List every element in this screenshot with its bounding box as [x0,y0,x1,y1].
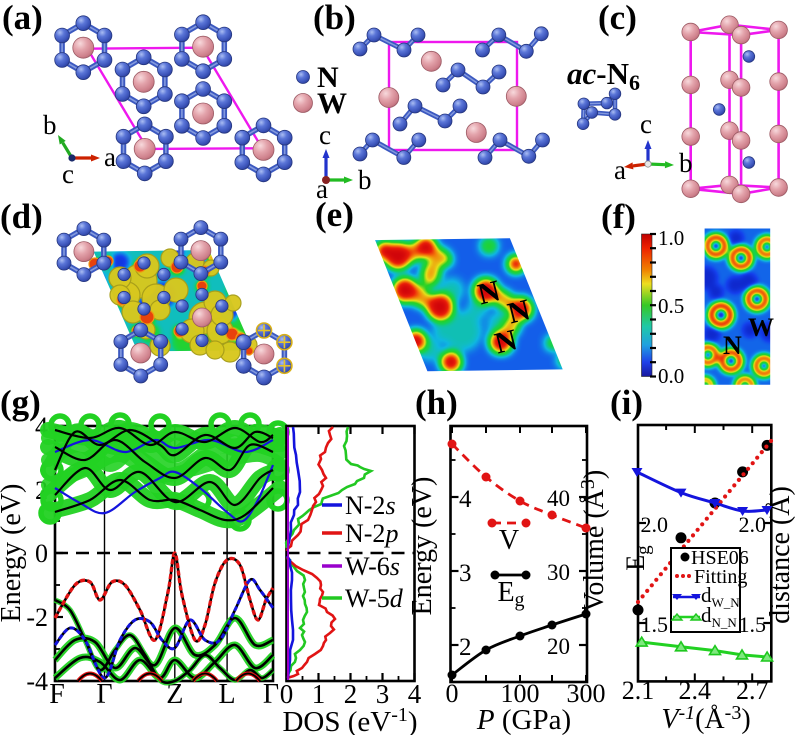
svg-text:4: 4 [459,486,472,513]
svg-text:0.5: 0.5 [658,294,684,318]
svg-text:P (GPa): P (GPa) [476,704,571,735]
svg-text:0.0: 0.0 [658,364,684,388]
svg-text:Γ: Γ [96,679,112,710]
svg-text:20: 20 [547,634,570,659]
svg-text:1.0: 1.0 [658,226,684,250]
svg-text:W: W [317,87,347,120]
svg-text:(d): (d) [0,197,43,236]
svg-text:-2: -2 [26,603,48,632]
svg-text:W-6s: W-6s [345,552,400,581]
svg-text:2.0: 2.0 [739,512,767,537]
svg-text:c: c [640,109,652,139]
svg-text:0: 0 [35,539,48,568]
svg-text:c: c [319,120,331,150]
svg-text:2: 2 [459,634,472,661]
svg-text:(f): (f) [601,197,636,236]
svg-text:0: 0 [446,679,459,708]
svg-text:b: b [679,148,693,178]
svg-text:2.0: 2.0 [641,512,669,537]
svg-text:1: 1 [312,679,326,709]
svg-text:a: a [316,174,328,204]
svg-text:V-1(Å-3): V-1(Å-3) [661,702,750,735]
svg-text:(h): (h) [415,383,458,422]
svg-text:(g): (g) [0,383,41,422]
svg-text:Energy (eV): Energy (eV) [0,484,27,623]
svg-text:3: 3 [376,679,390,709]
svg-text:F: F [49,679,65,710]
svg-text:40: 40 [547,486,570,511]
svg-text:(i): (i) [610,383,643,422]
svg-text:(e): (e) [315,195,354,234]
svg-text:Energy (eV): Energy (eV) [407,477,438,616]
svg-text:HSE06: HSE06 [691,547,749,569]
svg-text:Z: Z [166,679,183,710]
svg-text:N-2s: N-2s [345,491,396,520]
svg-text:N: N [317,61,339,94]
svg-text:2.7: 2.7 [736,676,769,705]
svg-text:N: N [723,331,742,360]
svg-text:a: a [614,155,626,185]
svg-text:b: b [43,110,57,140]
svg-text:c: c [62,159,74,189]
svg-text:Eg: Eg [621,545,654,571]
svg-text:1.5: 1.5 [641,612,669,637]
svg-text:DOS (eV-1): DOS (eV-1) [282,704,417,735]
svg-text:W: W [748,313,774,342]
svg-text:-4: -4 [26,667,48,696]
svg-text:(a): (a) [2,0,43,37]
svg-text:4: 4 [408,679,422,709]
svg-text:30: 30 [547,560,570,585]
svg-text:V: V [499,525,519,556]
svg-text:ac-N6: ac-N6 [567,56,640,95]
svg-text:(c): (c) [598,0,637,37]
svg-text:(b): (b) [313,0,356,37]
svg-text:W-5d: W-5d [345,584,404,613]
svg-text:Fitting: Fitting [694,566,747,588]
svg-text:Γ: Γ [263,679,279,710]
svg-text:L: L [219,679,236,710]
svg-text:2: 2 [344,679,358,709]
svg-text:100: 100 [501,679,540,708]
svg-text:2.4: 2.4 [679,676,712,705]
svg-text:N-2p: N-2p [345,519,398,548]
svg-text:Eg: Eg [497,577,524,611]
svg-text:Volume (Å3): Volume (Å3) [577,470,610,612]
svg-text:a: a [104,142,116,172]
svg-text:1.5: 1.5 [739,612,767,637]
svg-text:0: 0 [280,679,294,709]
svg-text:300: 300 [567,679,606,708]
svg-text:2.1: 2.1 [622,676,655,705]
svg-text:b: b [358,165,372,195]
svg-text:3: 3 [459,560,472,587]
